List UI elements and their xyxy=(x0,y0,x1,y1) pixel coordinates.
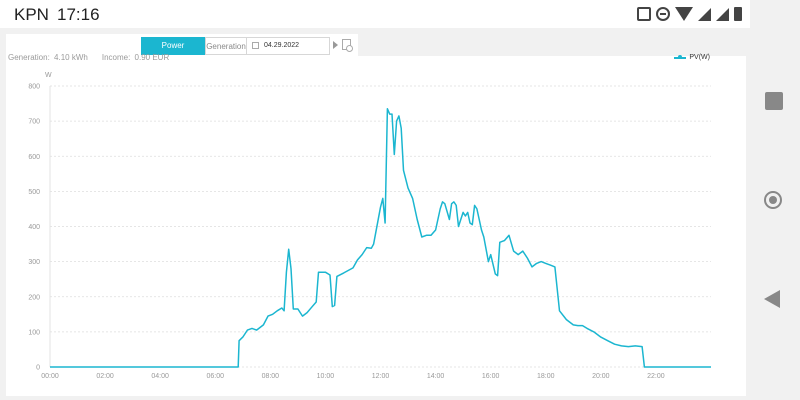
legend-line-icon xyxy=(674,54,687,59)
app-content: Power Generation 04.29.2022 Generation: … xyxy=(0,28,750,400)
signal-icon xyxy=(716,7,729,21)
y-tick-label: 400 xyxy=(28,224,40,231)
x-tick-label: 00:00 xyxy=(41,373,59,380)
y-tick-label: 700 xyxy=(28,119,40,126)
vibrate-icon xyxy=(637,7,651,21)
energy-summary: Generation: 4.10 kWh Income: 0.90 EUR xyxy=(8,53,169,62)
status-clock: 17:16 xyxy=(57,5,100,24)
x-tick-label: 22:00 xyxy=(647,373,665,380)
income-label: Income: xyxy=(101,53,131,62)
pv-power-line xyxy=(50,108,711,368)
tab-power[interactable]: Power xyxy=(141,37,205,55)
export-file-icon[interactable] xyxy=(342,39,353,52)
x-tick-label: 02:00 xyxy=(96,373,114,380)
generation-label: Generation: xyxy=(8,53,50,62)
x-tick-label: 12:00 xyxy=(372,373,390,380)
recents-square-icon[interactable] xyxy=(765,92,783,110)
back-triangle-icon[interactable] xyxy=(764,290,780,308)
y-tick-label: 100 xyxy=(28,329,40,336)
chart-card xyxy=(6,56,746,396)
do-not-disturb-icon xyxy=(656,7,670,21)
carrier-name: KPN xyxy=(14,5,49,24)
y-tick-label: 300 xyxy=(28,259,40,266)
y-tick-label: 600 xyxy=(28,154,40,161)
power-chart: W 0 100 200 300 400 500 600 700 800 00:00 02:00 04:0… xyxy=(28,72,711,380)
generation-summary: Generation: 4.10 kWh xyxy=(8,53,88,62)
x-tick-label: 16:00 xyxy=(482,373,500,380)
income-value: 0.90 EUR xyxy=(134,53,170,62)
x-tick-label: 08:00 xyxy=(262,373,280,380)
y-tick-label: 200 xyxy=(28,294,40,301)
wifi-icon xyxy=(675,7,693,21)
navigation-bar xyxy=(750,0,800,400)
y-tick-label: 500 xyxy=(28,189,40,196)
x-tick-label: 04:00 xyxy=(151,373,169,380)
y-tick-label: 800 xyxy=(28,84,40,91)
status-icons xyxy=(637,5,742,23)
x-tick-label: 20:00 xyxy=(592,373,610,380)
income-summary: Income: 0.90 EUR xyxy=(102,53,169,62)
battery-icon xyxy=(734,7,742,21)
home-circle-icon[interactable] xyxy=(764,191,782,209)
date-picker[interactable]: 04.29.2022 xyxy=(246,37,330,55)
status-bar: KPN 17:16 xyxy=(0,0,750,28)
signal-icon xyxy=(698,7,711,21)
chevron-right-icon[interactable] xyxy=(333,41,338,49)
generation-value: 4.10 kWh xyxy=(54,53,88,62)
calendar-icon xyxy=(252,42,259,49)
x-tick-label: 14:00 xyxy=(427,373,445,380)
y-tick-label: 0 xyxy=(36,365,40,372)
x-tick-label: 06:00 xyxy=(206,373,224,380)
x-tick-label: 10:00 xyxy=(317,373,335,380)
x-tick-label: 18:00 xyxy=(537,373,555,380)
legend-label: PV(W) xyxy=(689,54,710,61)
date-value: 04.29.2022 xyxy=(264,42,300,49)
y-axis-unit: W xyxy=(45,72,52,79)
chart-legend[interactable]: PV(W) xyxy=(674,54,710,61)
